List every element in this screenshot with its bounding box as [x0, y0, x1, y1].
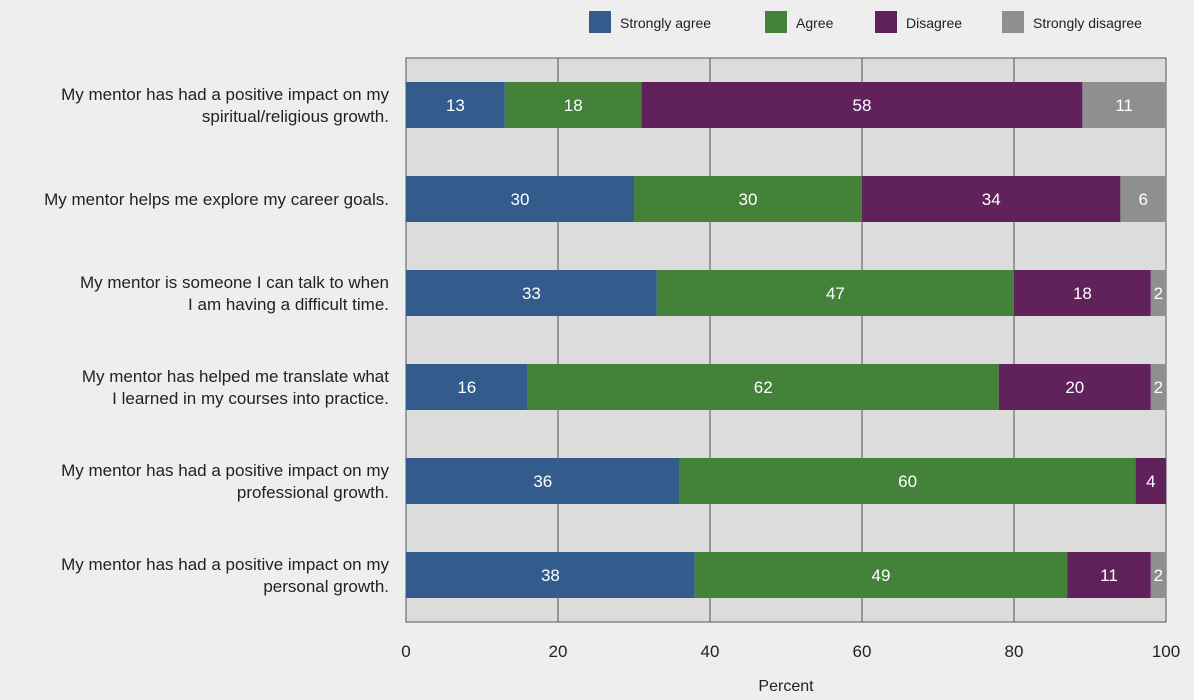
- x-tick-label: 100: [1152, 642, 1180, 661]
- legend-label: Strongly agree: [620, 15, 711, 31]
- bars: 13 18 58 11 30 30 34 6 33 47 18 2 16 62 20 2 36 60 4 38 49 11…: [406, 82, 1166, 598]
- data-label: 2: [1154, 566, 1163, 585]
- category-label: My mentor is someone I can talk to when I…: [80, 273, 389, 314]
- data-label: 58: [853, 96, 872, 115]
- category-label: My mentor helps me explore my career goa…: [44, 190, 389, 209]
- plot-area: [405, 57, 1167, 623]
- data-label: 49: [872, 566, 891, 585]
- x-tick-labels: 0 20 40 60 80 100: [401, 642, 1180, 661]
- data-label: 16: [457, 378, 476, 397]
- bar-segment: [998, 364, 1151, 410]
- bar-segment: [1082, 82, 1166, 128]
- bar-segment: [641, 82, 1083, 128]
- bar-segment: [527, 364, 999, 410]
- category-label: My mentor has had a positive impact on m…: [61, 461, 389, 502]
- bar-segment: [406, 364, 528, 410]
- bar-segment: [406, 270, 657, 316]
- x-tick-label: 80: [1005, 642, 1024, 661]
- data-label: 13: [446, 96, 465, 115]
- bar-segment: [504, 82, 642, 128]
- bar-segment: [1150, 270, 1166, 316]
- legend-swatch: [1002, 11, 1024, 33]
- data-label: 20: [1065, 378, 1084, 397]
- data-label: 60: [898, 472, 917, 491]
- data-label: 34: [982, 190, 1001, 209]
- data-label: 36: [533, 472, 552, 491]
- bar-segment: [1120, 176, 1166, 222]
- bar-segment: [1150, 364, 1166, 410]
- bar-segment: [406, 552, 695, 598]
- data-label: 47: [826, 284, 845, 303]
- legend-item: Agree: [765, 11, 834, 33]
- data-label: 18: [1073, 284, 1092, 303]
- data-label: 33: [522, 284, 541, 303]
- category-label: My mentor has helped me translate what I …: [82, 367, 389, 408]
- legend-label: Disagree: [906, 15, 962, 31]
- bar-segment: [634, 176, 862, 222]
- x-tick-label: 60: [853, 642, 872, 661]
- legend-swatch: [589, 11, 611, 33]
- data-label: 62: [754, 378, 773, 397]
- data-label: 4: [1146, 472, 1155, 491]
- category-labels: My mentor has had a positive impact on m…: [44, 85, 389, 596]
- bar-segment: [406, 176, 634, 222]
- legend-item: Strongly agree: [589, 11, 711, 33]
- data-label: 18: [564, 96, 583, 115]
- gridlines: [557, 58, 1015, 622]
- data-label: 30: [739, 190, 758, 209]
- category-label: My mentor has had a positive impact on m…: [61, 555, 389, 596]
- legend: Strongly agree Agree Disagree Strongly disa…: [589, 11, 1142, 33]
- legend-swatch: [875, 11, 897, 33]
- bar-segment: [1014, 270, 1151, 316]
- bar-segment: [406, 458, 680, 504]
- x-tick-label: 0: [401, 642, 410, 661]
- category-label: My mentor has had a positive impact on m…: [61, 85, 389, 126]
- bar-segment: [1067, 552, 1151, 598]
- legend-label: Agree: [796, 15, 834, 31]
- legend-item: Disagree: [875, 11, 962, 33]
- data-label: 30: [511, 190, 530, 209]
- data-label: 2: [1154, 284, 1163, 303]
- bar-segment: [1135, 458, 1166, 504]
- legend-label: Strongly disagree: [1033, 15, 1142, 31]
- data-label: 11: [1100, 566, 1118, 585]
- x-tick-label: 40: [701, 642, 720, 661]
- data-label: 2: [1154, 378, 1163, 397]
- bar-segment: [679, 458, 1136, 504]
- bar-segment: [406, 82, 505, 128]
- x-axis-title: Percent: [758, 678, 814, 695]
- bar-segment: [862, 176, 1121, 222]
- bar-segment: [1150, 552, 1166, 598]
- x-tick-label: 20: [549, 642, 568, 661]
- data-label: 38: [541, 566, 560, 585]
- data-label: 6: [1138, 190, 1147, 209]
- data-label: 11: [1115, 96, 1133, 115]
- legend-swatch: [765, 11, 787, 33]
- bar-segment: [656, 270, 1014, 316]
- legend-item: Strongly disagree: [1002, 11, 1142, 33]
- bar-segment: [694, 552, 1068, 598]
